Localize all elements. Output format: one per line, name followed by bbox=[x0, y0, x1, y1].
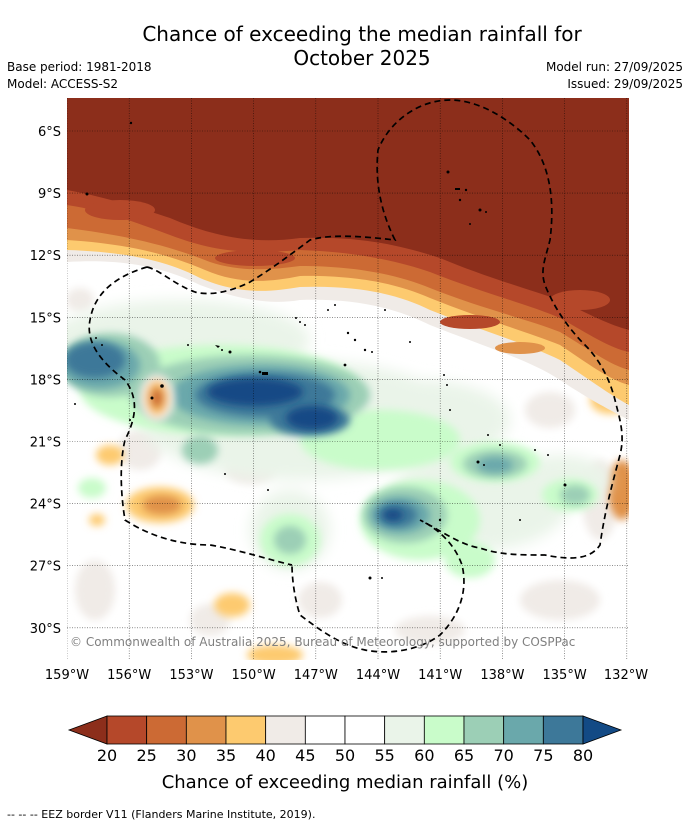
colorbar-tick-label: 40 bbox=[255, 746, 275, 765]
colorbar-swatch bbox=[344, 715, 386, 745]
colorbar-swatch bbox=[265, 715, 306, 745]
colorbar-swatch bbox=[423, 715, 465, 745]
latitude-labels: 6°S 9°S 12°S 15°S 18°S 21°S 24°S 27°S 30°S bbox=[30, 125, 61, 637]
copyright-text: © Commonwealth of Australia 2025, Bureau… bbox=[70, 635, 575, 649]
meta-left: Base period: 1981-2018 Model: ACCESS-S2 bbox=[7, 59, 152, 93]
longitude-label: 150°W bbox=[232, 668, 276, 683]
colorbar-swatch bbox=[503, 715, 544, 745]
latitude-label: 30°S bbox=[30, 622, 61, 637]
colorbar-tick-label: 30 bbox=[176, 746, 196, 765]
longitude-label: 147°W bbox=[294, 668, 338, 683]
eez-border-cook-islands bbox=[88, 266, 293, 566]
longitude-labels: 159°W 156°W 153°W 150°W 147°W 144°W 141°W 138°W… bbox=[45, 668, 648, 683]
colorbar-swatch bbox=[106, 715, 148, 745]
colorbar-tick-label: 25 bbox=[136, 746, 156, 765]
longitude-label: 159°W bbox=[45, 668, 89, 683]
latitude-label: 21°S bbox=[30, 436, 61, 451]
longitude-label: 138°W bbox=[480, 668, 524, 683]
meta-right: Model run: 27/09/2025 Issued: 29/09/2025 bbox=[546, 59, 683, 93]
latitude-label: 18°S bbox=[30, 373, 61, 388]
colorbar-high-arrow bbox=[582, 715, 623, 745]
longitude-label: 144°W bbox=[356, 668, 400, 683]
colorbar-tick-label: 20 bbox=[97, 746, 117, 765]
longitude-label: 135°W bbox=[543, 668, 587, 683]
model-name: Model: ACCESS-S2 bbox=[7, 77, 119, 91]
colorbar-swatch bbox=[304, 715, 346, 745]
issued-date: Issued: 29/09/2025 bbox=[567, 77, 683, 91]
graticule bbox=[67, 98, 629, 660]
rainfall-map: © Commonwealth of Australia 2025, Bureau… bbox=[30, 98, 648, 793]
dry-band-north bbox=[67, 98, 629, 420]
colorbar-swatch bbox=[225, 715, 267, 745]
model-run: Model run: 27/09/2025 bbox=[545, 60, 683, 74]
eez-border-french-polynesia-west bbox=[146, 99, 623, 653]
latitude-label: 9°S bbox=[38, 187, 61, 202]
base-period: Base period: 1981-2018 bbox=[7, 60, 152, 74]
latitude-label: 12°S bbox=[30, 249, 61, 264]
colorbar bbox=[67, 715, 623, 745]
colorbar-tick-label: 60 bbox=[414, 746, 434, 765]
longitude-label: 132°W bbox=[604, 668, 648, 683]
colorbar-tick-label: 80 bbox=[573, 746, 593, 765]
title-line-2: October 2025 bbox=[293, 46, 431, 70]
colorbar-label: Chance of exceeding median rainfall (%) bbox=[162, 772, 529, 793]
eez-legend: -- -- -- EEZ border V11 (Flanders Marine… bbox=[7, 808, 316, 821]
colorbar-swatch bbox=[463, 715, 505, 745]
colorbar-tick-label: 50 bbox=[335, 746, 355, 765]
colorbar-ticks: 20 25 30 35 40 45 50 55 60 65 70 75 80 bbox=[97, 746, 593, 765]
colorbar-tick-label: 75 bbox=[533, 746, 553, 765]
latitude-label: 24°S bbox=[30, 498, 61, 513]
colorbar-swatch bbox=[146, 715, 187, 745]
colorbar-swatch bbox=[185, 715, 227, 745]
longitude-label: 141°W bbox=[418, 668, 462, 683]
longitude-label: 156°W bbox=[107, 668, 151, 683]
colorbar-low-arrow bbox=[67, 715, 108, 745]
islands bbox=[74, 121, 567, 580]
wet-zone-80-plus bbox=[207, 378, 403, 521]
colorbar-tick-label: 35 bbox=[216, 746, 236, 765]
colorbar-tick-label: 45 bbox=[295, 746, 315, 765]
colorbar-tick-label: 55 bbox=[374, 746, 394, 765]
eez-borders bbox=[88, 99, 623, 653]
colorbar-swatch bbox=[384, 715, 425, 745]
colorbar-tick-label: 65 bbox=[454, 746, 474, 765]
dry-hotspot bbox=[139, 374, 175, 422]
latitude-label: 6°S bbox=[38, 125, 61, 140]
latitude-label: 27°S bbox=[30, 560, 61, 575]
chart-title: Chance of exceeding the median rainfall … bbox=[0, 22, 690, 70]
latitude-label: 15°S bbox=[30, 311, 61, 326]
colorbar-tick-label: 70 bbox=[493, 746, 513, 765]
title-line-1: Chance of exceeding the median rainfall … bbox=[142, 22, 582, 46]
map-field: © Commonwealth of Australia 2025, Bureau… bbox=[67, 98, 629, 660]
colorbar-swatch bbox=[542, 715, 584, 745]
longitude-label: 153°W bbox=[169, 668, 213, 683]
